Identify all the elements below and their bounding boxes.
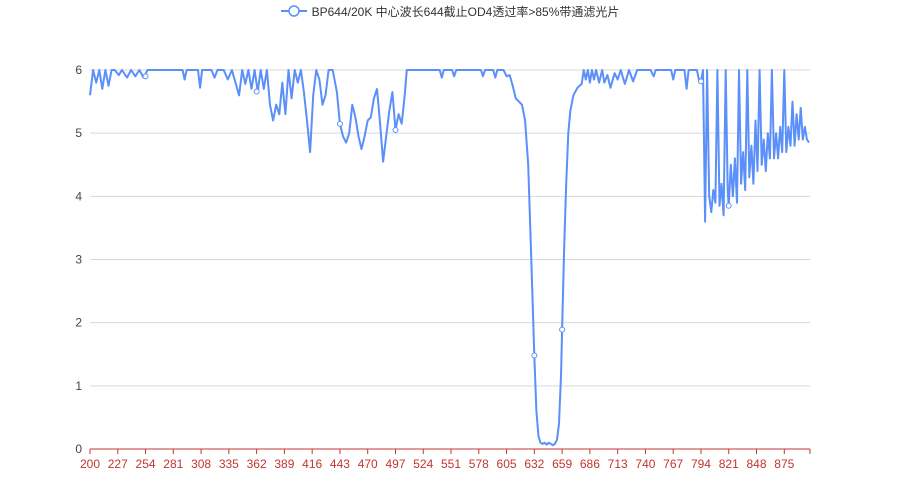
series-line (89, 69, 810, 447)
legend-item[interactable]: BP644/20K 中心波长644截止OD4透过率>85%带通滤光片 (280, 3, 620, 20)
y-tick-label: 1 (75, 379, 82, 393)
y-tick-label: 3 (75, 253, 82, 267)
x-tick-label: 308 (191, 457, 211, 471)
y-tick-label: 2 (75, 316, 82, 330)
y-tick-label: 5 (75, 126, 82, 140)
legend-line-marker (280, 5, 307, 17)
x-tick-label: 416 (302, 457, 322, 471)
legend-label: BP644/20K 中心波长644截止OD4透过率>85%带通滤光片 (311, 4, 620, 19)
x-tick-label: 227 (108, 457, 128, 471)
series-point (253, 88, 260, 95)
legend[interactable]: BP644/20K 中心波长644截止OD4透过率>85%带通滤光片 (0, 2, 900, 20)
x-tick-label: 740 (635, 457, 655, 471)
x-tick-label: 632 (524, 457, 544, 471)
series-point (392, 127, 399, 134)
x-tick-label: 362 (247, 457, 267, 471)
x-tick-label: 767 (663, 457, 683, 471)
x-tick-label: 389 (274, 457, 294, 471)
x-tick-label: 659 (552, 457, 572, 471)
y-tick-label: 4 (75, 189, 82, 203)
x-tick-label: 335 (219, 457, 239, 471)
x-tick-label: 551 (441, 457, 461, 471)
x-tick-label: 605 (497, 457, 517, 471)
series-point (725, 202, 732, 209)
x-tick-label: 713 (608, 457, 628, 471)
y-tick-label: 0 (75, 442, 82, 456)
x-tick-label: 200 (80, 457, 100, 471)
x-tick-label: 254 (136, 457, 156, 471)
series-point (531, 352, 538, 359)
series-point (697, 78, 704, 85)
series-point (142, 73, 149, 80)
y-tick-label: 6 (75, 63, 82, 77)
series-point (336, 120, 343, 127)
x-tick-label: 281 (163, 457, 183, 471)
x-tick-label: 578 (469, 457, 489, 471)
x-tick-label: 848 (746, 457, 766, 471)
x-tick-label: 470 (358, 457, 378, 471)
x-tick-label: 821 (719, 457, 739, 471)
x-tick-label: 794 (691, 457, 711, 471)
x-tick-label: 875 (774, 457, 794, 471)
series-point (559, 326, 566, 333)
x-tick-label: 443 (330, 457, 350, 471)
x-tick-label: 524 (413, 457, 433, 471)
x-tick-label: 686 (580, 457, 600, 471)
x-tick-label: 497 (385, 457, 405, 471)
